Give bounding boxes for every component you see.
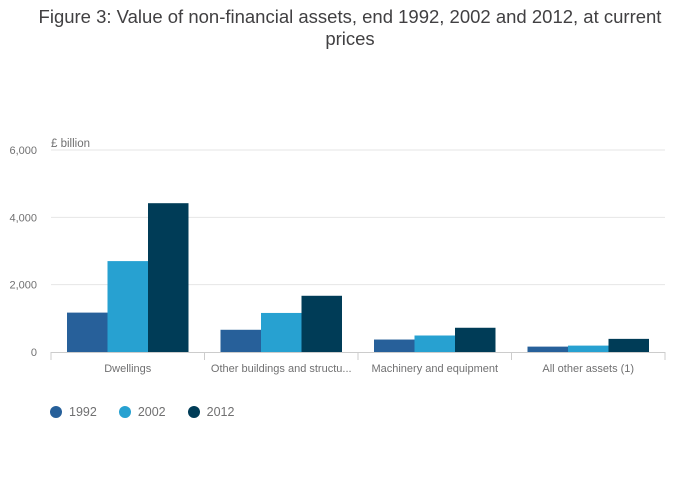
x-tick-label: All other assets (1) <box>542 363 634 375</box>
legend-item-1992[interactable]: 1992 <box>50 405 97 419</box>
y-tick-label: 2,000 <box>9 280 37 292</box>
bar-1992-0 <box>67 312 108 352</box>
bar-2012-1 <box>301 295 342 352</box>
y-tick-label: 6,000 <box>9 145 37 157</box>
chart-title: Figure 3: Value of non-financial assets,… <box>38 6 662 49</box>
legend-label: 2002 <box>137 405 166 419</box>
legend-swatch <box>187 406 200 418</box>
legend-swatch <box>118 406 131 418</box>
legend-swatch <box>50 406 62 418</box>
legend-item-2002[interactable]: 2002 <box>118 405 166 419</box>
x-tick-label: Machinery and equipment <box>371 363 498 375</box>
bar-2002-1 <box>261 312 302 352</box>
x-tick-label: Other buildings and structu... <box>211 363 352 375</box>
bar-1992-1 <box>220 329 261 352</box>
legend-item-2012[interactable]: 2012 <box>187 405 235 419</box>
bar-1992-2 <box>374 339 415 352</box>
bar-2002-0 <box>107 261 148 352</box>
bar-2012-0 <box>148 203 189 352</box>
legend-label: 1992 <box>69 405 97 419</box>
chart-legend: 1992 2002 2012 <box>50 405 256 419</box>
bar-2002-2 <box>414 335 455 352</box>
x-tick-label: Dwellings <box>104 363 152 375</box>
bar-1992-3 <box>527 346 568 352</box>
y-tick-label: 0 <box>31 347 37 359</box>
y-axis-label: £ billion <box>51 138 90 150</box>
bar-2012-3 <box>608 338 649 352</box>
bar-2002-3 <box>568 345 609 352</box>
legend-label: 2012 <box>206 405 235 419</box>
bar-2012-2 <box>455 327 496 352</box>
y-tick-label: 4,000 <box>9 212 37 224</box>
